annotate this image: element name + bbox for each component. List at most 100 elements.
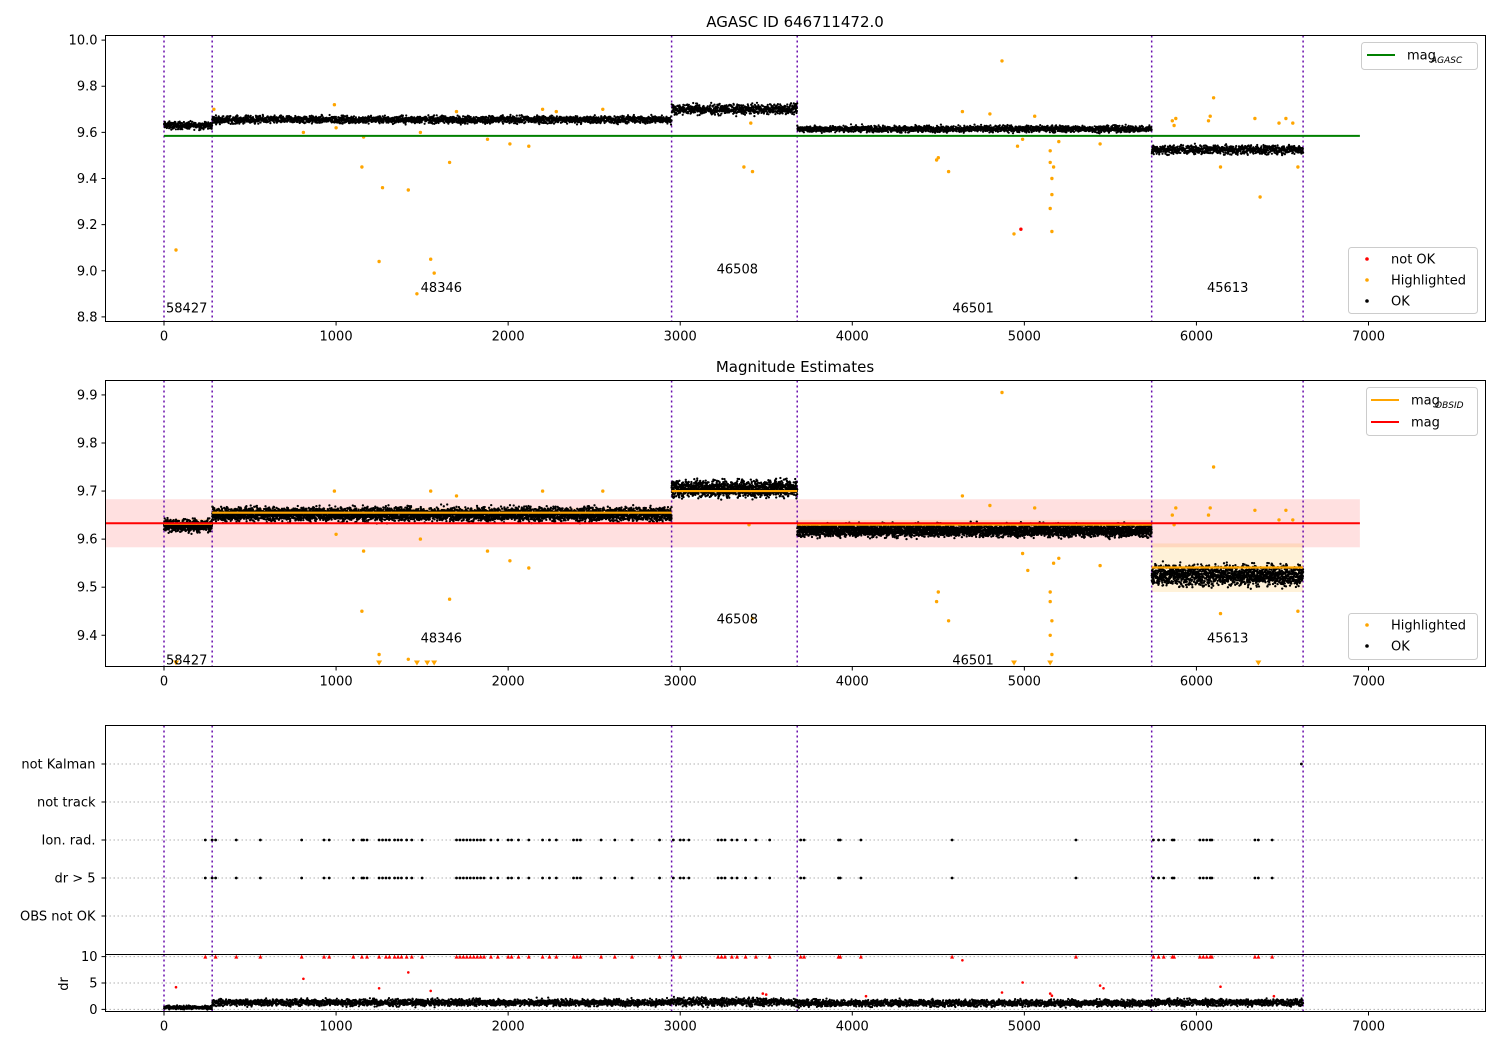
ok-point [692,102,694,104]
ok-point [793,113,795,115]
ok-point [682,114,684,116]
ok-point [211,128,213,130]
ok-point [714,114,716,116]
ok-point [219,123,221,125]
ok-point [710,102,712,104]
ok-point [250,115,252,117]
ok-point [516,123,518,125]
ok-point [199,129,201,131]
ok-point [215,114,217,116]
ok-point [576,123,578,125]
ok-point [670,123,672,125]
ok-point [698,104,700,106]
ok-point [489,123,491,125]
ok-point [502,123,504,125]
ok-point [719,103,721,105]
ok-point [273,121,275,123]
ok-point [745,112,747,114]
ok-point [470,116,472,118]
ok-point [1008,132,1010,134]
ok-point [956,130,958,132]
ok-point [229,115,231,117]
ok-point [796,102,798,104]
ok-point [697,114,699,116]
ok-point [989,124,991,126]
ok-point [1054,131,1056,133]
ok-point [683,107,685,109]
ok-point [436,114,438,116]
ok-point [861,123,863,125]
panel-1-title: AGASC ID 646711472.0 [706,13,884,31]
ok-point [744,114,746,116]
ok-point [796,110,798,112]
ok-point [733,104,735,106]
ok-point [262,115,264,117]
ok-point [699,114,701,116]
ok-point [997,130,999,132]
ok-point [260,121,262,123]
ok-point [191,121,193,123]
ok-point [193,129,195,131]
ok-point [855,124,857,126]
ok-point [709,104,711,106]
ok-point [795,112,797,114]
ok-point [777,112,779,114]
ok-point [782,112,784,114]
ok-point [424,123,426,125]
ok-point [1012,132,1014,134]
ok-point [368,123,370,125]
ok-point [1049,131,1051,133]
ok-point [753,115,755,117]
ok-point [777,103,779,105]
ok-point [516,115,518,117]
ok-point [803,131,805,133]
ok-point [502,114,504,116]
ok-point [696,103,698,105]
ok-point [940,124,942,126]
ok-point [460,123,462,125]
ok-point [670,115,672,117]
ok-point [796,107,798,109]
ok-point [1047,125,1049,127]
ok-point [887,131,889,133]
ok-point [433,114,435,116]
ok-point [717,107,719,109]
ok-point [633,114,635,116]
ok-point [509,114,511,116]
ok-point [953,125,955,127]
ok-point [623,115,625,117]
ok-point [601,116,603,118]
ok-point [980,124,982,126]
ok-point [661,114,663,116]
ok-point [211,124,213,126]
ok-point [688,104,690,106]
ok-point [644,123,646,125]
ok-point [1006,124,1008,126]
ok-point [257,123,259,125]
ok-point [786,103,788,105]
ok-point [735,115,737,117]
ok-point [353,115,355,117]
ok-point [175,128,177,130]
ok-point [671,119,673,121]
ok-point [509,122,511,124]
ok-point [383,121,385,123]
ok-point [379,122,381,124]
ok-point [850,123,852,125]
ok-point [237,115,239,117]
ok-point [973,124,975,126]
ok-point [756,102,758,104]
ok-point [785,105,787,107]
ok-point [230,123,232,125]
ok-point [694,111,696,113]
ok-point [639,122,641,124]
ok-point [594,114,596,116]
ok-point [713,104,715,106]
ok-point [617,123,619,125]
ok-point [687,112,689,114]
ok-point [346,115,348,117]
ok-point [370,115,372,117]
ok-point [222,115,224,117]
